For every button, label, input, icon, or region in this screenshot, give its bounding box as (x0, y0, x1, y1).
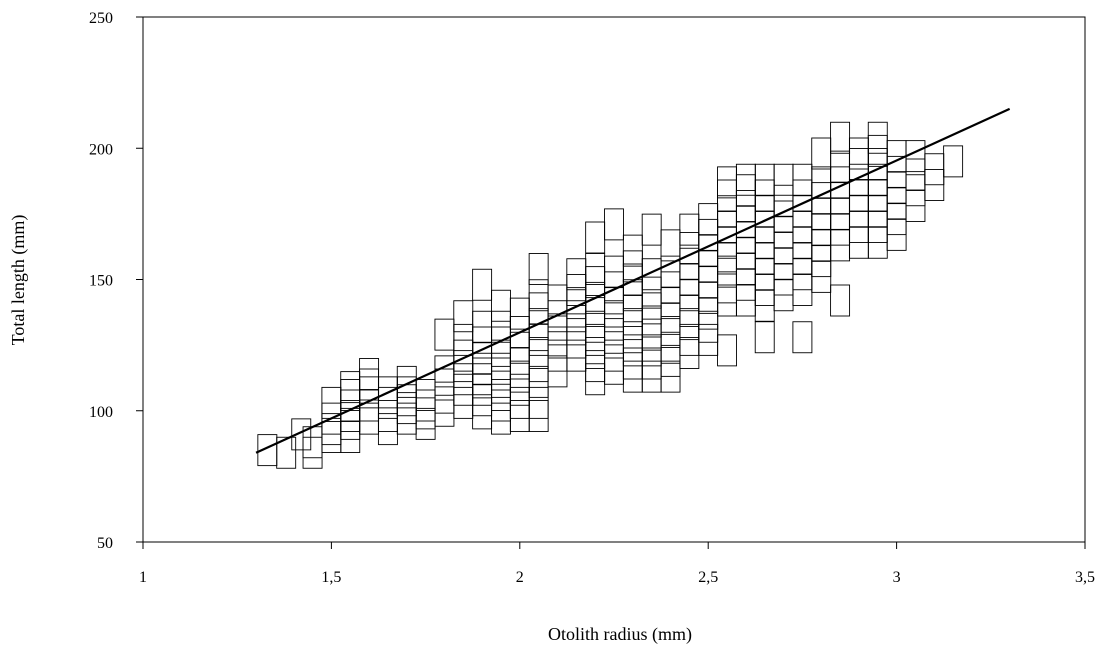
data-point (302, 436, 323, 469)
data-point (754, 321, 775, 354)
data-point (359, 368, 380, 401)
data-point (830, 284, 851, 317)
y-tick-label: 100 (89, 404, 113, 421)
data-point (528, 337, 549, 369)
data-point (943, 145, 964, 178)
data-point (585, 253, 606, 285)
data-point (698, 310, 719, 343)
data-point (302, 426, 323, 459)
x-axis-title: Otolith radius (mm) (548, 624, 692, 645)
data-point (905, 140, 926, 173)
data-point (377, 400, 398, 432)
x-tick-label: 2,5 (698, 569, 718, 586)
data-point (472, 363, 493, 396)
data-point (340, 421, 361, 453)
data-point (415, 389, 436, 422)
data-point (472, 373, 493, 406)
data-point (396, 384, 417, 417)
data-point (415, 397, 436, 430)
data-point (340, 389, 361, 422)
data-point (453, 363, 474, 396)
x-tick-label: 1 (139, 569, 147, 586)
data-point (291, 418, 312, 451)
data-point (604, 208, 624, 241)
data-point (830, 121, 851, 154)
y-tick-label: 200 (89, 141, 113, 158)
data-point (491, 402, 511, 435)
data-point (340, 400, 361, 432)
data-point (528, 386, 549, 419)
x-tick-label: 3 (893, 569, 901, 586)
data-point (641, 213, 662, 246)
data-point (509, 297, 530, 330)
data-point (415, 407, 436, 440)
data-point (434, 318, 455, 351)
y-axis-ticks: 50 100 150 200 250 (89, 10, 143, 552)
data-point (641, 305, 662, 338)
data-point (585, 221, 606, 254)
data-point (453, 373, 474, 406)
x-tick-label: 2 (516, 569, 524, 586)
data-point (867, 121, 888, 154)
data-point (359, 389, 380, 422)
data-point (472, 268, 493, 301)
x-tick-label: 3,5 (1075, 569, 1095, 586)
regression-line (255, 107, 1011, 454)
data-point (811, 137, 832, 170)
data-point (491, 389, 511, 422)
data-point (528, 400, 549, 432)
y-tick-label: 50 (97, 535, 113, 552)
data-point (491, 289, 511, 322)
data-point (276, 436, 297, 469)
data-point (453, 386, 474, 419)
data-point (359, 358, 380, 390)
data-point (717, 166, 737, 199)
data-point (415, 379, 436, 411)
x-tick-label: 1,5 (321, 569, 341, 586)
data-point (622, 234, 643, 267)
data-point (340, 371, 361, 404)
data-point (321, 421, 342, 453)
x-axis-ticks: 1 1,5 2 2,5 3 3,5 (139, 542, 1095, 586)
data-point (679, 337, 700, 369)
data-point (472, 397, 493, 430)
data-point (867, 134, 888, 167)
data-point (773, 163, 794, 196)
data-point (528, 253, 549, 285)
data-point (717, 334, 737, 367)
data-point (472, 384, 493, 417)
y-tick-label: 250 (89, 10, 113, 27)
data-point (792, 321, 813, 354)
data-point (641, 347, 662, 380)
data-point (453, 300, 474, 333)
data-markers (257, 121, 964, 469)
plot-area-frame (142, 16, 1086, 543)
data-point (679, 213, 700, 246)
y-tick-label: 150 (89, 273, 113, 290)
data-point (717, 284, 737, 317)
y-axis-title: Total length (mm) (8, 215, 29, 346)
